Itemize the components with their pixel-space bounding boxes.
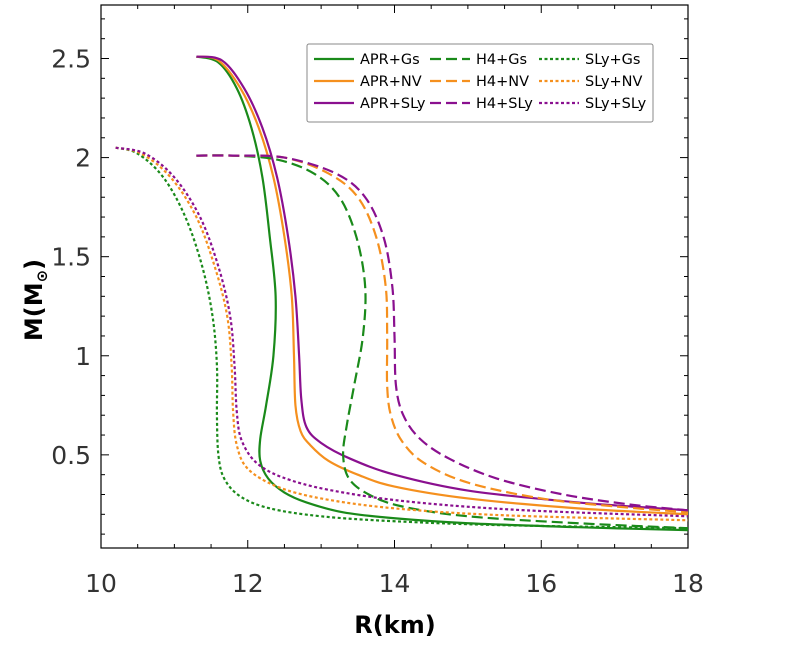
legend-label-apr-gs: APR+Gs [360, 52, 420, 68]
legend-label-apr-sly: APR+SLy [360, 96, 426, 112]
x-axis-title: R(km) [354, 611, 435, 639]
y-axis-title-sub: ⊙ [33, 270, 51, 283]
series-line-apr-nv [196, 55, 688, 516]
y-axis-title-main: M(M [20, 282, 48, 341]
y-tick-label: 2 [75, 144, 91, 173]
y-tick-label: 2.5 [51, 45, 91, 74]
x-tick-label: 10 [85, 569, 117, 598]
y-tick-label: 1.5 [51, 243, 91, 272]
legend: APR+Gs APR+NV APR+SLy H4+Gs H4+NV H4+SLy SLy+G… [306, 43, 654, 123]
legend-label-h4-sly: H4+SLy [476, 96, 533, 112]
series-line-sly-nv [115, 146, 688, 522]
x-tick-label: 14 [379, 569, 411, 598]
series-line-sly-gs [115, 146, 688, 530]
y-axis-title-close: ) [20, 259, 48, 270]
series-line-apr-gs [196, 55, 688, 532]
legend-label-apr-nv: APR+NV [360, 74, 422, 90]
y-axis-title: M(M⊙) [20, 259, 51, 341]
tick-labels: 10 12 14 16 18 0.5 1 1.5 2 2.5 [51, 45, 704, 598]
series-line-sly-sly [115, 146, 688, 518]
y-tick-label: 0.5 [51, 441, 91, 470]
series-line-h4-gs [196, 154, 688, 530]
series-line-apr-sly [196, 55, 688, 512]
x-tick-label: 12 [232, 569, 264, 598]
legend-label-sly-sly: SLy+SLy [585, 96, 647, 112]
series-line-h4-sly [196, 154, 688, 512]
series-line-h4-nv [196, 154, 688, 514]
legend-label-h4-nv: H4+NV [476, 74, 529, 90]
curves-group [115, 55, 688, 532]
legend-label-sly-gs: SLy+Gs [585, 52, 640, 68]
legend-label-h4-gs: H4+Gs [476, 52, 527, 68]
x-tick-label: 18 [672, 569, 704, 598]
legend-label-sly-nv: SLy+NV [585, 74, 643, 90]
y-tick-label: 1 [75, 342, 91, 371]
x-tick-label: 16 [525, 569, 557, 598]
